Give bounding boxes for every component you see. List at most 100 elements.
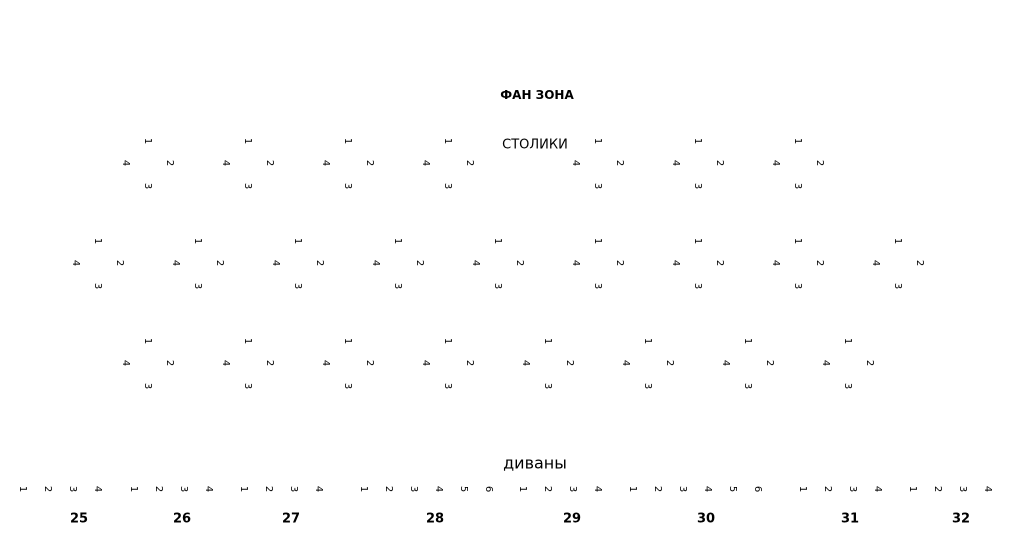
table-seat[interactable]: 1 (842, 337, 853, 345)
table-seat[interactable]: 3 (492, 282, 503, 290)
table-seat[interactable]: 3 (242, 182, 253, 190)
table-seat[interactable]: 1 (192, 237, 203, 245)
table-seat[interactable]: 4 (220, 159, 231, 167)
table-seat[interactable]: 4 (120, 359, 131, 367)
sofa-seat[interactable]: 3 (567, 485, 578, 493)
table-seat[interactable]: 4 (470, 259, 481, 267)
table-seat[interactable]: 4 (570, 259, 581, 267)
table-seat[interactable]: 2 (864, 359, 875, 367)
sofa-seat[interactable]: 4 (433, 485, 444, 493)
sofa-seat[interactable]: 3 (67, 485, 78, 493)
table-seat[interactable]: 4 (620, 359, 631, 367)
table-seat[interactable]: 3 (392, 282, 403, 290)
sofa-seat[interactable]: 2 (263, 485, 274, 493)
table-seat[interactable]: 2 (114, 259, 125, 267)
table-seat[interactable]: 3 (892, 282, 903, 290)
table-seat[interactable]: 4 (870, 259, 881, 267)
table-seat[interactable]: 4 (120, 159, 131, 167)
table-seat[interactable]: 4 (270, 259, 281, 267)
table-seat[interactable]: 3 (792, 182, 803, 190)
table-seat[interactable]: 4 (670, 259, 681, 267)
sofa-seat[interactable]: 2 (383, 485, 394, 493)
table-seat[interactable]: 1 (492, 237, 503, 245)
table-seat[interactable]: 2 (514, 259, 525, 267)
table-seat[interactable]: 3 (442, 182, 453, 190)
table-seat[interactable]: 1 (142, 137, 153, 145)
table-seat[interactable]: 1 (592, 137, 603, 145)
table-seat[interactable]: 2 (414, 259, 425, 267)
table-seat[interactable]: 3 (842, 382, 853, 390)
table-seat[interactable]: 4 (170, 259, 181, 267)
sofa-seat[interactable]: 3 (408, 485, 419, 493)
table-seat[interactable]: 1 (892, 237, 903, 245)
table-seat[interactable]: 2 (264, 159, 275, 167)
table-seat[interactable]: 1 (692, 237, 703, 245)
table-seat[interactable]: 2 (164, 359, 175, 367)
table-seat[interactable]: 4 (520, 359, 531, 367)
sofa-seat[interactable]: 4 (872, 485, 883, 493)
table-seat[interactable]: 3 (692, 282, 703, 290)
table-seat[interactable]: 1 (142, 337, 153, 345)
table-seat[interactable]: 3 (442, 382, 453, 390)
table-seat[interactable]: 1 (792, 137, 803, 145)
table-seat[interactable]: 3 (792, 282, 803, 290)
table-seat[interactable]: 1 (792, 237, 803, 245)
table-seat[interactable]: 3 (692, 182, 703, 190)
table-seat[interactable]: 2 (714, 259, 725, 267)
table-seat[interactable]: 2 (764, 359, 775, 367)
table-seat[interactable]: 1 (542, 337, 553, 345)
table-seat[interactable]: 4 (420, 159, 431, 167)
table-seat[interactable]: 3 (292, 282, 303, 290)
sofa-seat[interactable]: 1 (797, 485, 808, 493)
sofa-seat[interactable]: 5 (458, 485, 469, 493)
table-seat[interactable]: 1 (292, 237, 303, 245)
table-seat[interactable]: 2 (364, 159, 375, 167)
table-seat[interactable]: 4 (720, 359, 731, 367)
table-seat[interactable]: 1 (342, 137, 353, 145)
table-seat[interactable]: 1 (392, 237, 403, 245)
table-seat[interactable]: 3 (92, 282, 103, 290)
table-seat[interactable]: 1 (92, 237, 103, 245)
table-seat[interactable]: 3 (342, 382, 353, 390)
table-seat[interactable]: 1 (442, 137, 453, 145)
table-seat[interactable]: 4 (70, 259, 81, 267)
table-seat[interactable]: 2 (664, 359, 675, 367)
table-seat[interactable]: 3 (542, 382, 553, 390)
table-seat[interactable]: 4 (320, 159, 331, 167)
sofa-seat[interactable]: 2 (932, 485, 943, 493)
table-seat[interactable]: 2 (814, 159, 825, 167)
sofa-seat[interactable]: 4 (92, 485, 103, 493)
sofa-seat[interactable]: 4 (203, 485, 214, 493)
table-seat[interactable]: 2 (714, 159, 725, 167)
table-seat[interactable]: 2 (914, 259, 925, 267)
sofa-seat[interactable]: 6 (483, 485, 494, 493)
table-seat[interactable]: 1 (342, 337, 353, 345)
table-seat[interactable]: 1 (242, 137, 253, 145)
table-seat[interactable]: 2 (314, 259, 325, 267)
table-seat[interactable]: 2 (264, 359, 275, 367)
table-seat[interactable]: 2 (614, 159, 625, 167)
table-seat[interactable]: 1 (442, 337, 453, 345)
sofa-seat[interactable]: 5 (727, 485, 738, 493)
table-seat[interactable]: 3 (242, 382, 253, 390)
table-seat[interactable]: 1 (242, 337, 253, 345)
table-seat[interactable]: 2 (464, 359, 475, 367)
table-seat[interactable]: 3 (142, 182, 153, 190)
sofa-seat[interactable]: 2 (542, 485, 553, 493)
sofa-seat[interactable]: 1 (17, 485, 28, 493)
sofa-seat[interactable]: 3 (288, 485, 299, 493)
sofa-seat[interactable]: 1 (627, 485, 638, 493)
sofa-seat[interactable]: 3 (178, 485, 189, 493)
table-seat[interactable]: 3 (142, 382, 153, 390)
table-seat[interactable]: 3 (592, 182, 603, 190)
sofa-seat[interactable]: 3 (677, 485, 688, 493)
table-seat[interactable]: 4 (670, 159, 681, 167)
sofa-seat[interactable]: 1 (517, 485, 528, 493)
table-seat[interactable]: 2 (164, 159, 175, 167)
table-seat[interactable]: 4 (420, 359, 431, 367)
table-seat[interactable]: 2 (564, 359, 575, 367)
table-seat[interactable]: 3 (192, 282, 203, 290)
sofa-seat[interactable]: 2 (153, 485, 164, 493)
sofa-seat[interactable]: 3 (847, 485, 858, 493)
sofa-seat[interactable]: 4 (702, 485, 713, 493)
